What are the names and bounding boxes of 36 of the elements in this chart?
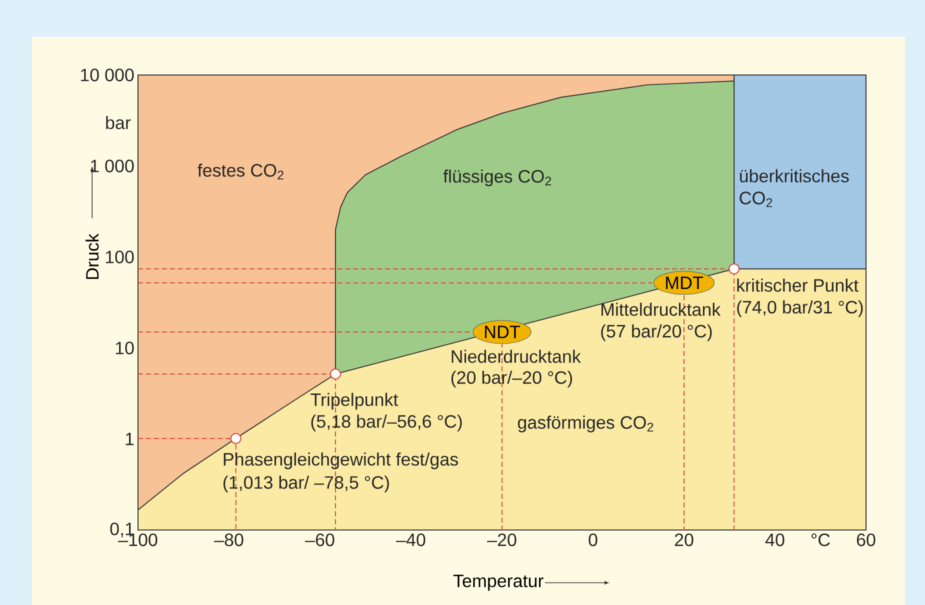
x-tick-label: 0	[588, 533, 598, 546]
y-tick-label: 100	[106, 250, 134, 264]
x-tick-label: 40	[765, 533, 784, 546]
y-tick-label: 10	[116, 342, 134, 354]
annotation: NDT	[485, 326, 520, 338]
annotation: (57 bar/20 °C)	[601, 324, 712, 342]
annotation: festes CO$_{2}$	[198, 164, 284, 180]
annotation: Niederdrucktank	[452, 350, 581, 363]
annotation: flüssiges CO$_{2}$	[443, 170, 552, 186]
x-tick-label: 20	[674, 533, 694, 546]
y-tick-label: 10 000	[81, 68, 134, 82]
annotation: Tripelpunkt	[310, 392, 398, 410]
point	[728, 263, 740, 274]
x-tick-label: –60	[305, 533, 334, 546]
point	[230, 432, 242, 444]
annotation: (74,0 bar/31 °C)	[737, 300, 863, 318]
x-tick-label: °C	[812, 533, 830, 546]
annotation: (1,013 bar/ –78,5 °C)	[223, 476, 389, 492]
point	[330, 368, 341, 380]
x-tick-label: –40	[396, 533, 426, 546]
annotation: MDT	[666, 276, 704, 289]
y-tick-label: 1	[126, 432, 134, 446]
annotation: überkritisches	[740, 169, 849, 182]
annotation: CO$_{2}$	[740, 192, 772, 208]
annotation: (20 bar/–20 °C)	[451, 370, 572, 388]
x-tick-label: –20	[487, 533, 516, 546]
text: bar	[106, 116, 131, 130]
x-axis-title: Temperatur	[453, 574, 544, 591]
y-tick-label: 1 000	[90, 160, 134, 172]
x-tick-label: 60	[856, 533, 876, 546]
annotation: Mitteldrucktank	[602, 302, 721, 316]
annotation: gasförmiges CO$_{2}$	[518, 416, 654, 432]
x-tick-label: –80	[214, 533, 244, 546]
y-axis-title: Druck	[86, 234, 99, 279]
annotation: kritischer Punkt	[737, 278, 859, 292]
annotation: (5,18 bar/–56,6 °C)	[311, 414, 462, 432]
